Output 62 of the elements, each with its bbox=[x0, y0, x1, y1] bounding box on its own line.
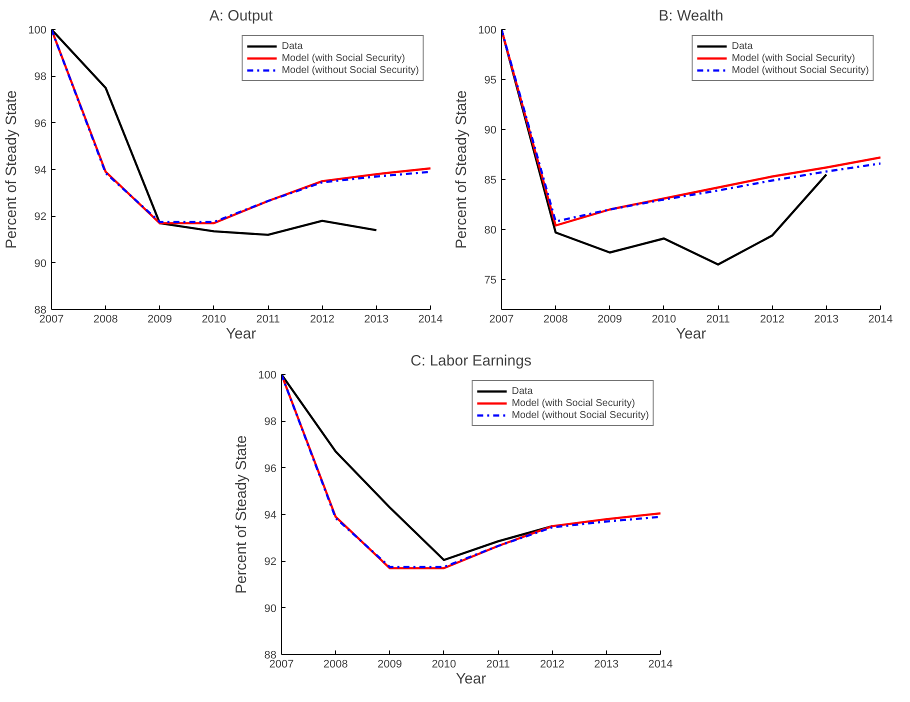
y-tick-label: 90 bbox=[264, 602, 277, 615]
y-axis-title: Percent of Steady State bbox=[233, 435, 250, 594]
x-tick-label: 2014 bbox=[418, 314, 443, 326]
legend-label: Data bbox=[732, 40, 753, 52]
legend-label: Model (without Social Security) bbox=[732, 64, 869, 76]
x-tick-label: 2010 bbox=[432, 658, 456, 670]
x-tick-label: 2012 bbox=[540, 658, 564, 670]
y-tick-label: 96 bbox=[264, 462, 277, 475]
x-tick-label: 2012 bbox=[310, 314, 334, 326]
y-tick-label: 92 bbox=[34, 211, 47, 224]
y-tick-label: 80 bbox=[484, 224, 497, 236]
x-tick-label: 2010 bbox=[202, 314, 226, 326]
y-tick-label: 85 bbox=[484, 174, 497, 186]
y-tick-label: 98 bbox=[34, 71, 47, 84]
legend-label: Data bbox=[282, 40, 303, 52]
legend-label: Model (without Social Security) bbox=[512, 409, 649, 421]
x-tick-label: 2008 bbox=[93, 314, 118, 326]
x-tick-label: 2010 bbox=[652, 314, 676, 326]
y-tick-label: 88 bbox=[264, 650, 277, 662]
y-tick-label: 100 bbox=[258, 370, 277, 382]
y-tick-label: 94 bbox=[34, 164, 47, 176]
y-tick-label: 98 bbox=[264, 416, 277, 428]
x-tick-label: 2007 bbox=[269, 658, 294, 670]
x-tick-label: 2011 bbox=[486, 658, 510, 670]
x-axis-title: Year bbox=[676, 326, 706, 342]
y-tick-label: 88 bbox=[34, 304, 47, 316]
y-axis-title: Percent of Steady State bbox=[3, 90, 20, 249]
x-tick-label: 2011 bbox=[706, 314, 730, 326]
x-tick-label: 2012 bbox=[760, 314, 784, 326]
y-tick-label: 90 bbox=[484, 124, 497, 136]
y-tick-label: 75 bbox=[484, 274, 497, 286]
legend-label: Model (with Social Security) bbox=[512, 397, 636, 409]
x-tick-label: 2009 bbox=[378, 658, 402, 670]
y-tick-label: 90 bbox=[34, 258, 47, 270]
chart-title: B: Wealth bbox=[658, 8, 724, 24]
x-tick-label: 2008 bbox=[543, 314, 568, 326]
x-axis-title: Year bbox=[226, 326, 256, 342]
x-tick-label: 2007 bbox=[39, 314, 64, 326]
x-tick-label: 2009 bbox=[598, 314, 622, 326]
x-tick-label: 2014 bbox=[868, 314, 893, 326]
y-tick-label: 100 bbox=[28, 24, 47, 36]
x-tick-label: 2013 bbox=[594, 658, 619, 670]
y-tick-label: 95 bbox=[484, 74, 497, 86]
x-tick-label: 2013 bbox=[814, 314, 839, 326]
x-tick-label: 2013 bbox=[364, 314, 389, 326]
legend-label: Model (without Social Security) bbox=[282, 64, 419, 76]
x-tick-label: 2011 bbox=[256, 314, 280, 326]
y-tick-label: 92 bbox=[264, 556, 277, 568]
legend-label: Data bbox=[512, 385, 533, 397]
x-tick-label: 2008 bbox=[323, 658, 348, 670]
y-tick-label: 94 bbox=[264, 510, 277, 522]
y-axis-title: Percent of Steady State bbox=[453, 90, 470, 249]
legend-label: Model (with Social Security) bbox=[732, 52, 856, 64]
x-tick-label: 2014 bbox=[648, 658, 673, 670]
legend-label: Model (with Social Security) bbox=[282, 52, 406, 64]
chart-title: C: Labor Earnings bbox=[410, 352, 532, 370]
x-tick-label: 2009 bbox=[148, 314, 172, 326]
x-axis-title: Year bbox=[456, 670, 486, 688]
x-tick-label: 2007 bbox=[489, 314, 514, 326]
chart-title: A: Output bbox=[209, 8, 274, 24]
y-tick-label: 96 bbox=[34, 118, 47, 130]
y-tick-label: 100 bbox=[478, 24, 497, 36]
